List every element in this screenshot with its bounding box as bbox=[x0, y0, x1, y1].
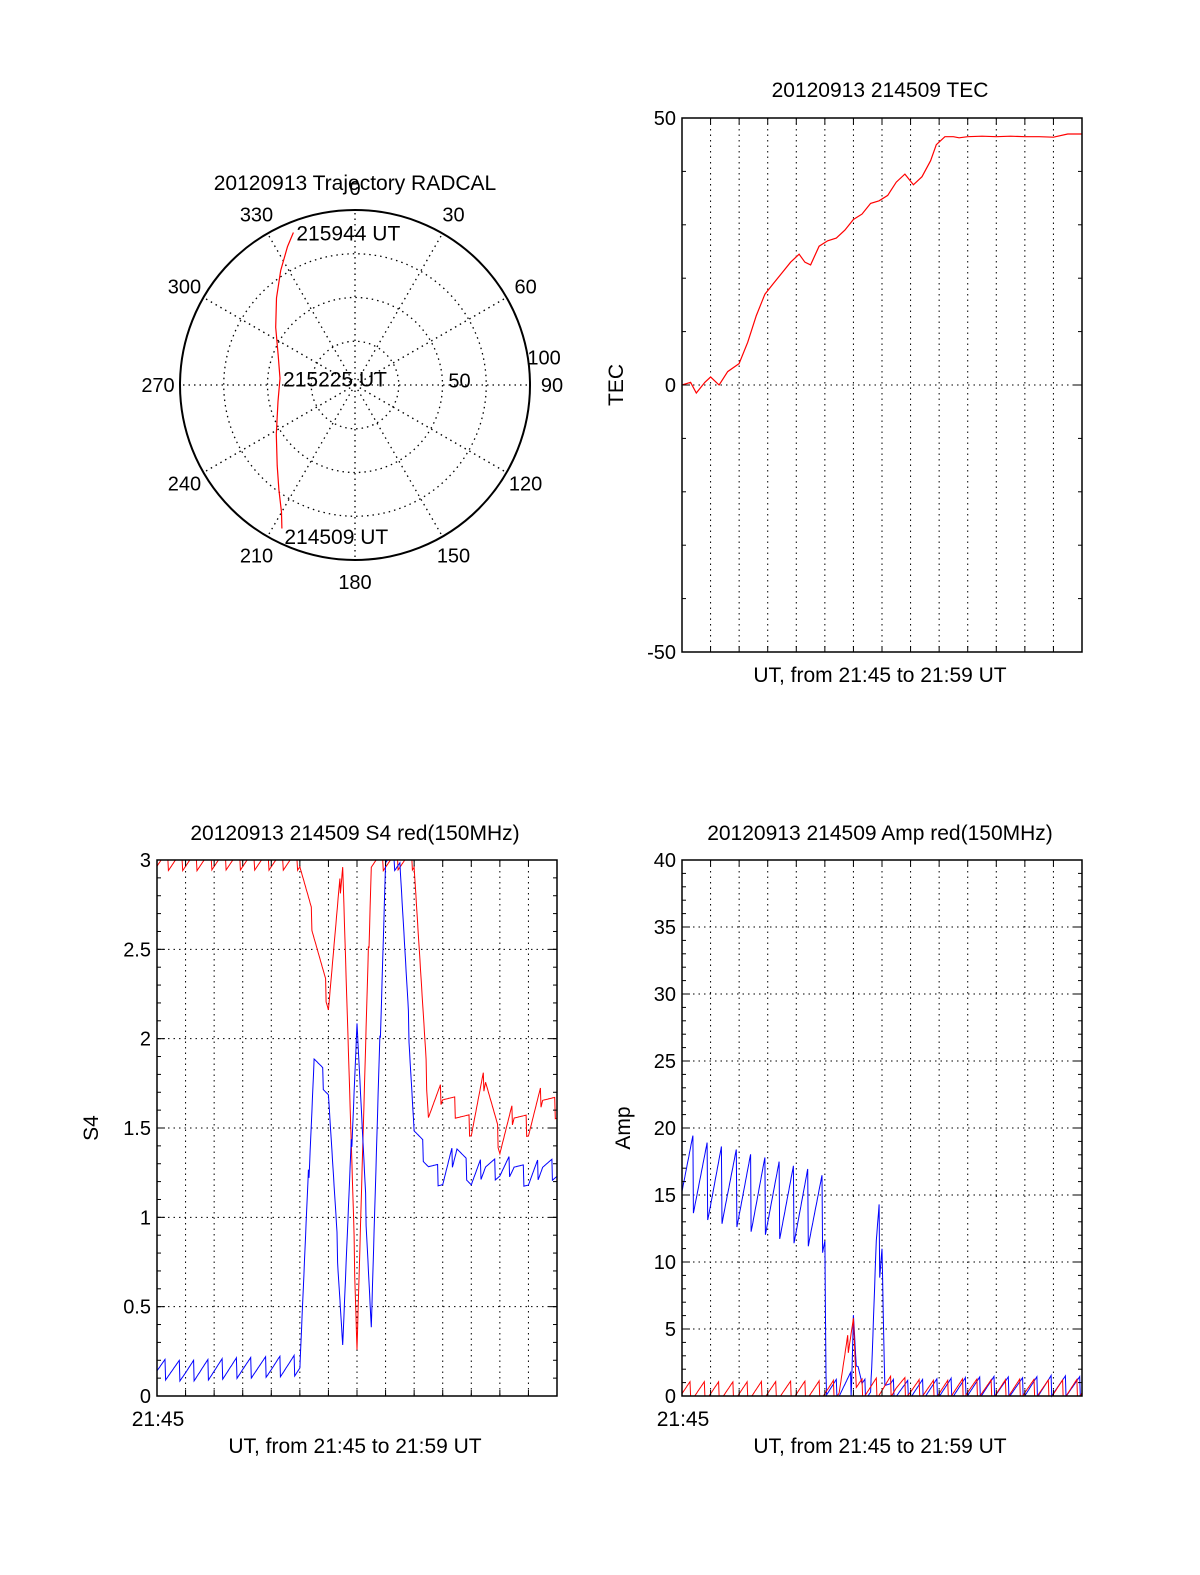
s4-series-1 bbox=[156, 859, 558, 1350]
azimuth-label-60: 60 bbox=[514, 277, 536, 299]
trajectory-polar-plot: 20120913 Trajectory RADCAL 0 30 60 90 120 150… bbox=[141, 172, 563, 594]
tec-ytick-label: 50 bbox=[654, 108, 676, 130]
tec-xlabel: UT, from 21:45 to 21:59 UT bbox=[753, 664, 1006, 687]
azimuth-label-330: 330 bbox=[240, 204, 273, 226]
tec-plot: 20120913 214509 TEC UT, from 21:45 to 21… bbox=[605, 79, 1083, 687]
azimuth-label-240: 240 bbox=[168, 474, 201, 496]
s4-ytick-label: 2 bbox=[140, 1029, 151, 1051]
tec-ytick-label: 0 bbox=[665, 375, 676, 397]
s4-ytick-label: 1 bbox=[140, 1207, 151, 1229]
amp-ytick-label: 20 bbox=[654, 1118, 676, 1140]
amp-xlabel: UT, from 21:45 to 21:59 UT bbox=[753, 1435, 1006, 1458]
azimuth-label-180: 180 bbox=[338, 572, 371, 594]
polar-spoke-330 bbox=[266, 233, 356, 386]
trajectory-title: 20120913 Trajectory RADCAL bbox=[214, 172, 497, 195]
polar-spoke-240 bbox=[203, 384, 356, 474]
polar-outer-circle bbox=[179, 209, 531, 561]
polar-ring-3 bbox=[223, 253, 487, 517]
tec-series-1 bbox=[681, 133, 1082, 395]
trajectory-line bbox=[275, 232, 294, 529]
s4-ylabel: S4 bbox=[80, 1115, 103, 1141]
azimuth-label-90: 90 bbox=[541, 375, 563, 397]
s4-title: 20120913 214509 S4 red(150MHz) bbox=[190, 822, 519, 845]
s4-ytick-label: 2.5 bbox=[123, 939, 151, 961]
amp-ytick-label: 40 bbox=[654, 850, 676, 872]
s4-ytick-label: 3 bbox=[140, 850, 151, 872]
amp-ylabel: Amp bbox=[612, 1106, 635, 1149]
polar-ring-1 bbox=[310, 340, 400, 430]
azimuth-label-150: 150 bbox=[437, 546, 470, 568]
azimuth-label-300: 300 bbox=[168, 277, 201, 299]
s4-xlabel: UT, from 21:45 to 21:59 UT bbox=[228, 1435, 481, 1458]
trajectory-annotation-2: 215225 UT bbox=[283, 368, 387, 391]
amp-series-2 bbox=[681, 1318, 1083, 1397]
amp-title: 20120913 214509 Amp red(150MHz) bbox=[707, 822, 1053, 845]
s4-series-2 bbox=[156, 859, 558, 1383]
amp-x-start-label: 21:45 bbox=[657, 1408, 710, 1431]
s4-ytick-label: 1.5 bbox=[123, 1118, 151, 1140]
s4-frame bbox=[156, 859, 558, 1397]
polar-spoke-210 bbox=[266, 384, 356, 537]
amp-ytick-label: 25 bbox=[654, 1051, 676, 1073]
azimuth-label-270: 270 bbox=[141, 375, 174, 397]
tec-frame bbox=[681, 117, 1083, 653]
amp-frame bbox=[681, 859, 1083, 1397]
radius-label-50: 50 bbox=[448, 370, 470, 392]
polar-spoke-150 bbox=[354, 384, 444, 537]
azimuth-label-120: 120 bbox=[509, 474, 542, 496]
tec-ylabel: TEC bbox=[605, 364, 628, 406]
azimuth-label-0: 0 bbox=[349, 178, 360, 200]
polar-spoke-120 bbox=[354, 384, 507, 474]
amp-ytick-label: 0 bbox=[665, 1386, 676, 1408]
s4-plot: 20120913 214509 S4 red(150MHz) UT, from … bbox=[80, 822, 558, 1458]
amp-ytick-label: 30 bbox=[654, 984, 676, 1006]
amp-plot: 20120913 214509 Amp red(150MHz) UT, from… bbox=[612, 822, 1083, 1458]
s4-ytick-label: 0 bbox=[140, 1386, 151, 1408]
amp-ytick-label: 35 bbox=[654, 917, 676, 939]
s4-x-start-label: 21:45 bbox=[132, 1408, 185, 1431]
s4-ytick-label: 0.5 bbox=[123, 1297, 151, 1319]
amp-ytick-label: 15 bbox=[654, 1185, 676, 1207]
amp-ytick-label: 5 bbox=[665, 1319, 676, 1341]
tec-ytick-label: -50 bbox=[647, 642, 676, 664]
trajectory-annotation-1: 214509 UT bbox=[284, 526, 388, 549]
polar-ring-2 bbox=[266, 296, 444, 474]
tec-title: 20120913 214509 TEC bbox=[772, 79, 989, 102]
trajectory-annotation-3: 215944 UT bbox=[296, 222, 400, 245]
amp-ytick-label: 10 bbox=[654, 1252, 676, 1274]
azimuth-label-30: 30 bbox=[442, 204, 464, 226]
amp-series-1 bbox=[681, 1135, 1083, 1398]
radius-label-100: 100 bbox=[527, 348, 560, 370]
azimuth-label-210: 210 bbox=[240, 546, 273, 568]
